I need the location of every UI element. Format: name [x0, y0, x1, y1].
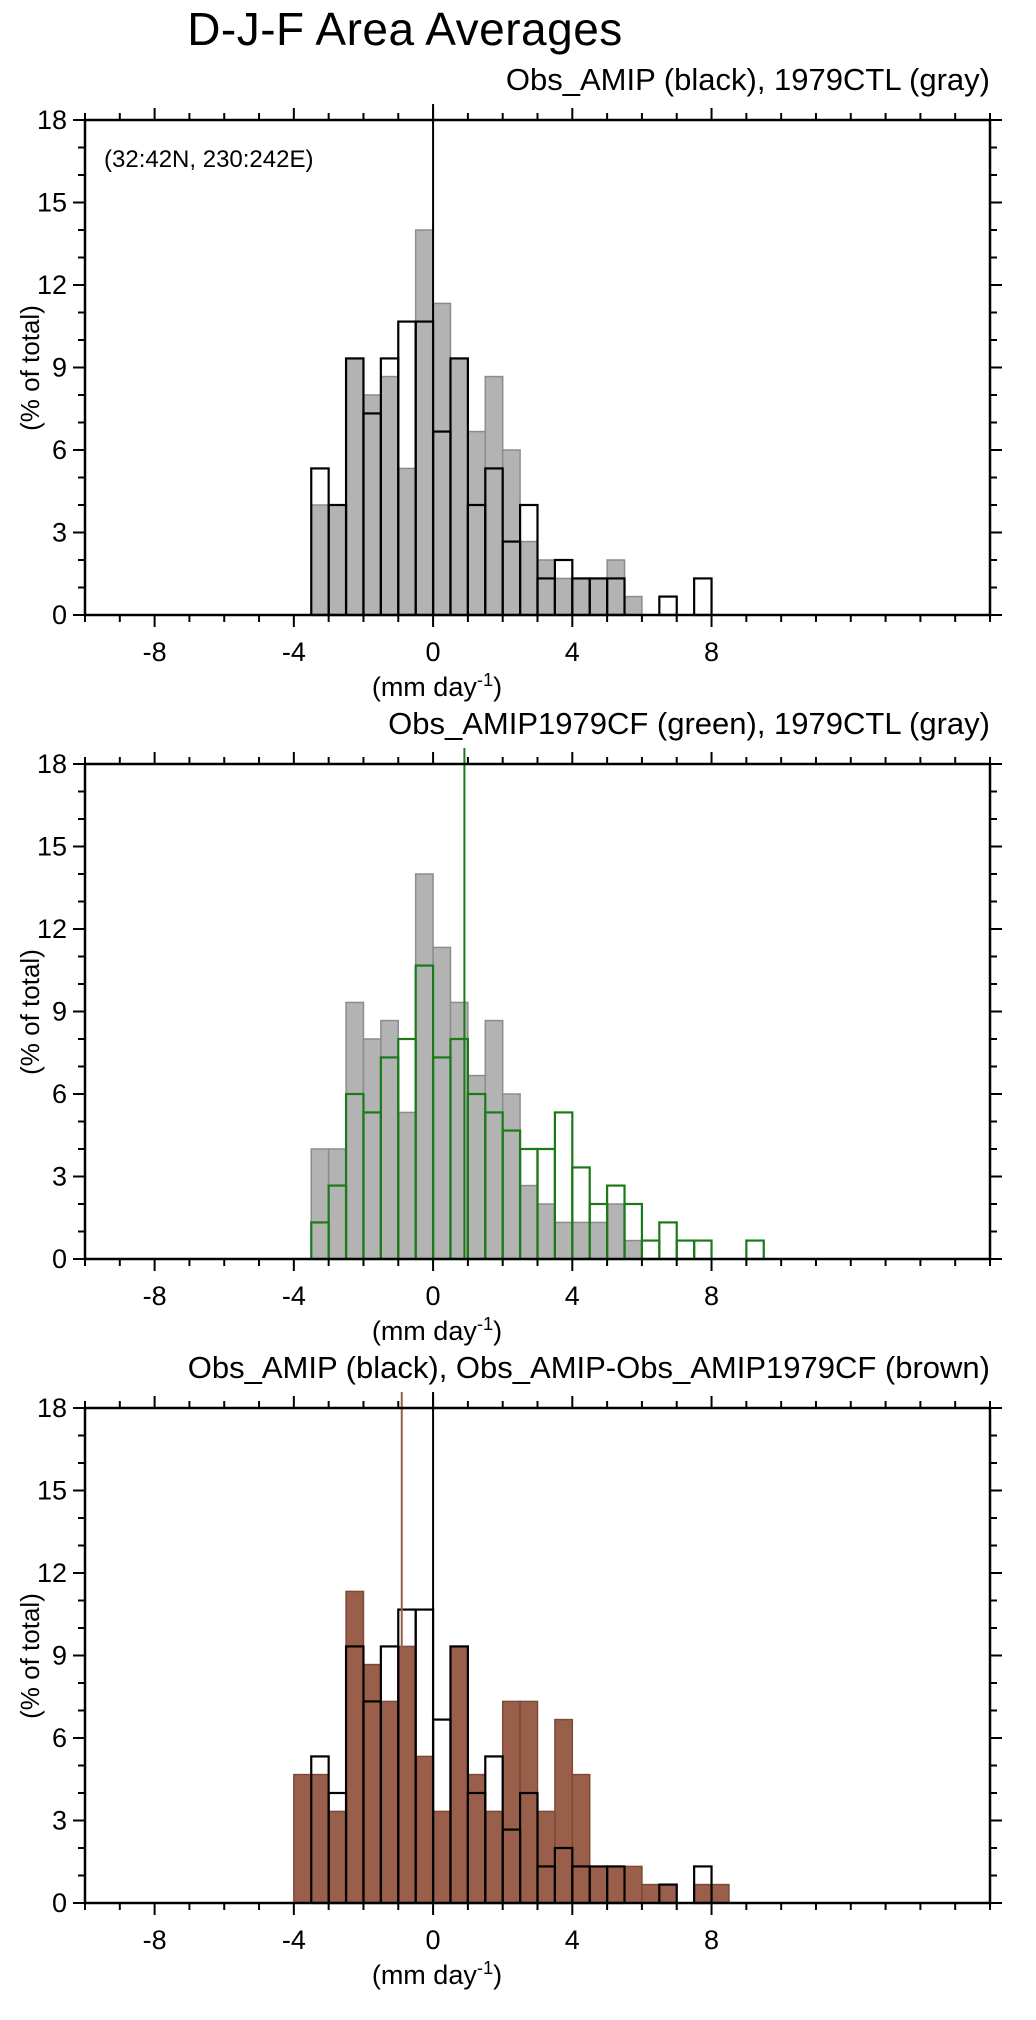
svg-text:0: 0: [52, 1888, 67, 1918]
svg-text:6: 6: [52, 435, 67, 465]
svg-text:3: 3: [52, 1162, 67, 1192]
svg-text:12: 12: [37, 270, 67, 300]
svg-text:8: 8: [704, 1281, 719, 1311]
svg-text:4: 4: [565, 1281, 580, 1311]
svg-text:18: 18: [37, 105, 67, 135]
panel3-x-axis-label: (mm day-1): [277, 1957, 597, 1991]
panel2-x-axis-label: (mm day-1): [277, 1313, 597, 1347]
svg-text:0: 0: [426, 1925, 441, 1955]
x-unit-suffix: ): [493, 1960, 503, 1990]
svg-text:3: 3: [52, 518, 67, 548]
svg-text:0: 0: [52, 1244, 67, 1274]
svg-text:9: 9: [52, 1641, 67, 1671]
panel1-y-axis-label: (% of total): [15, 305, 45, 431]
panel1-subtitle: Obs_AMIP (black), 1979CTL (gray): [505, 62, 990, 97]
svg-text:18: 18: [37, 1393, 67, 1423]
svg-text:6: 6: [52, 1079, 67, 1109]
svg-text:-4: -4: [282, 637, 306, 667]
svg-text:12: 12: [37, 914, 67, 944]
svg-text:6: 6: [52, 1723, 67, 1753]
svg-text:-8: -8: [143, 1925, 167, 1955]
x-unit-exponent: -1: [476, 669, 494, 690]
panel1-x-axis-label: (mm day-1): [277, 669, 597, 703]
panel2-y-axis-label: (% of total): [15, 949, 45, 1075]
svg-text:15: 15: [37, 188, 67, 218]
svg-text:18: 18: [37, 749, 67, 779]
svg-text:-8: -8: [143, 637, 167, 667]
region-annotation: (32:42N, 230:242E): [104, 146, 314, 173]
svg-text:4: 4: [565, 1925, 580, 1955]
svg-text:4: 4: [565, 637, 580, 667]
x-unit-prefix: (mm day: [371, 1316, 477, 1346]
x-unit-prefix: (mm day: [371, 672, 477, 702]
svg-text:9: 9: [52, 997, 67, 1027]
panel3-y-axis-label: (% of total): [15, 1593, 45, 1719]
svg-text:9: 9: [52, 353, 67, 383]
x-unit-exponent: -1: [476, 1313, 494, 1334]
svg-text:0: 0: [426, 637, 441, 667]
panel2-subtitle: Obs_AMIP1979CF (green), 1979CTL (gray): [388, 706, 990, 741]
svg-text:-8: -8: [143, 1281, 167, 1311]
svg-text:15: 15: [37, 832, 67, 862]
svg-text:0: 0: [52, 600, 67, 630]
panel3-subtitle: Obs_AMIP (black), Obs_AMIP-Obs_AMIP1979C…: [187, 1350, 990, 1385]
svg-text:-4: -4: [282, 1281, 306, 1311]
svg-text:8: 8: [704, 637, 719, 667]
x-unit-suffix: ): [493, 672, 503, 702]
svg-text:-4: -4: [282, 1925, 306, 1955]
svg-text:3: 3: [52, 1806, 67, 1836]
svg-text:8: 8: [704, 1925, 719, 1955]
svg-text:12: 12: [37, 1558, 67, 1588]
svg-text:0: 0: [426, 1281, 441, 1311]
x-unit-suffix: ): [493, 1316, 503, 1346]
x-unit-prefix: (mm day: [371, 1960, 477, 1990]
svg-text:15: 15: [37, 1476, 67, 1506]
x-unit-exponent: -1: [476, 1957, 494, 1978]
main-title: D-J-F Area Averages: [187, 3, 623, 55]
